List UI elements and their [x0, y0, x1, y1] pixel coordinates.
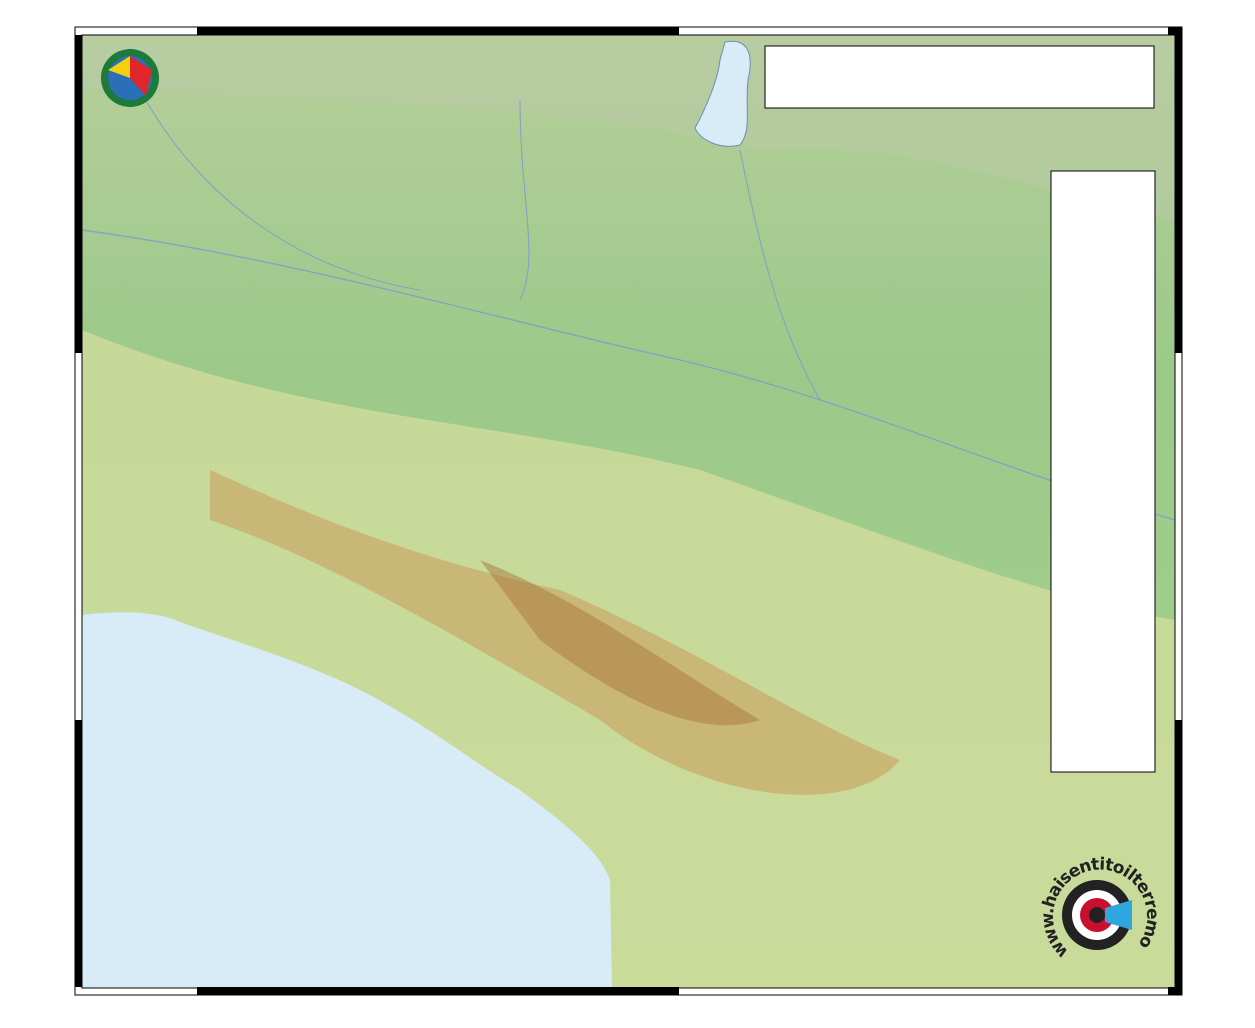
legend: [1050, 170, 1156, 773]
frame-bars: [75, 27, 1182, 995]
basemap: [82, 35, 1175, 988]
info-box: [764, 45, 1155, 109]
ingv-logo: [101, 49, 159, 107]
